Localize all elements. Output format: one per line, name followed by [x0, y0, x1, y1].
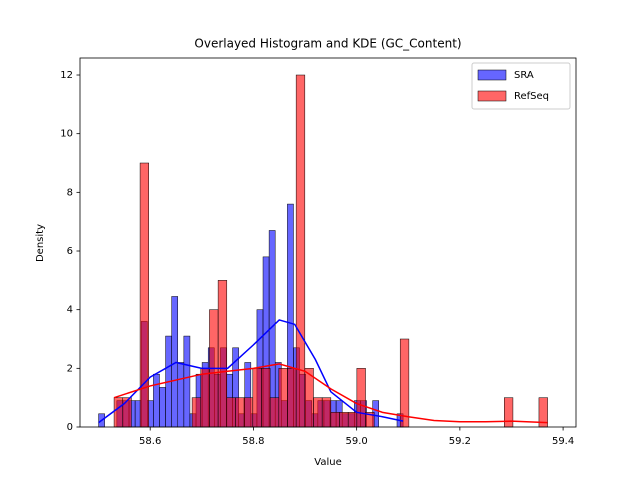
y-tick-label: 10 — [60, 129, 73, 140]
histogram-bar — [177, 362, 185, 428]
histogram-bar — [399, 338, 410, 428]
histogram-bar — [243, 397, 254, 428]
histogram-bar — [171, 296, 179, 428]
histogram-bar — [113, 397, 123, 428]
x-tick-label: 59.0 — [346, 436, 368, 447]
histogram-bar — [191, 397, 202, 428]
histogram-bar — [313, 397, 323, 428]
histogram-bar — [287, 368, 297, 428]
histogram-bar — [330, 412, 340, 428]
x-tick-label: 59.4 — [552, 436, 574, 447]
histogram-bar — [122, 397, 132, 428]
histogram-bar — [339, 412, 349, 428]
chart-title: Overlayed Histogram and KDE (GC_Content) — [194, 37, 461, 51]
histogram-bar — [153, 373, 160, 428]
histogram-bar — [183, 335, 191, 428]
histogram-bar — [159, 387, 166, 428]
histogram-bar — [356, 368, 366, 428]
legend-swatch — [477, 69, 507, 81]
histogram-bar — [235, 397, 245, 428]
plot-frame — [79, 57, 577, 428]
kde-line — [98, 319, 404, 424]
legend-label: SRA — [514, 70, 534, 81]
histogram-bar — [200, 368, 210, 428]
histogram-bar — [321, 397, 332, 428]
histogram-bar — [252, 368, 262, 428]
histogram-bar — [226, 397, 236, 428]
y-tick-label: 4 — [67, 305, 73, 316]
x-tick-label: 59.2 — [449, 436, 471, 447]
y-axis-label: Density — [35, 224, 46, 262]
histogram-bar — [347, 412, 358, 428]
histogram-bar — [261, 368, 271, 428]
histogram-bar — [217, 280, 228, 428]
histogram-bar — [295, 74, 306, 428]
legend-label: RefSeq — [514, 91, 549, 102]
x-tick-label: 58.8 — [242, 436, 264, 447]
y-tick-label: 12 — [60, 70, 73, 81]
x-axis-label: Value — [314, 457, 341, 468]
y-tick-label: 2 — [67, 363, 73, 374]
histogram-bar — [269, 397, 280, 428]
y-tick-label: 0 — [67, 422, 73, 433]
histogram-bar — [304, 368, 314, 428]
histogram-bar — [504, 397, 514, 428]
legend-swatch — [477, 90, 507, 102]
x-tick-label: 58.6 — [139, 436, 161, 447]
y-tick-label: 8 — [67, 187, 73, 198]
y-tick-label: 6 — [67, 246, 73, 257]
histogram-bar — [278, 368, 288, 428]
kde-line — [113, 363, 548, 424]
